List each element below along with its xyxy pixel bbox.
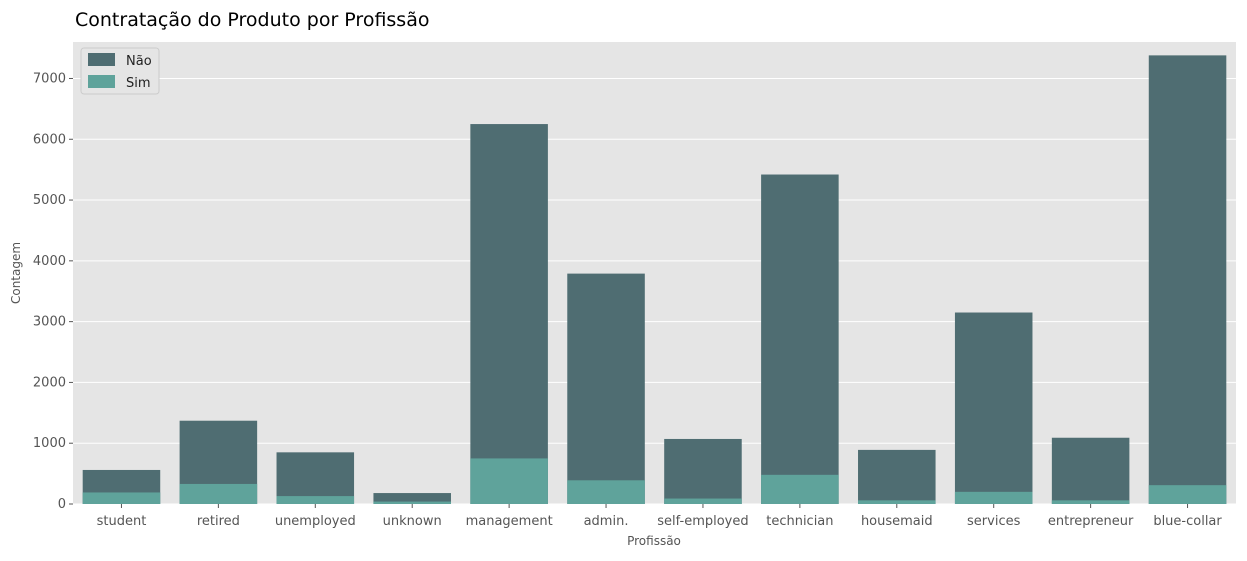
bar-nao-services: [954, 312, 1033, 504]
x-tick-label: management: [466, 514, 553, 529]
y-tick-label: 4000: [33, 254, 66, 269]
legend-label-nao: Não: [126, 54, 152, 69]
bar-nao-technician: [761, 174, 839, 504]
x-tick-label: blue-collar: [1153, 514, 1222, 529]
bar-nao-management: [470, 124, 548, 504]
bar-sim-technician: [761, 474, 839, 504]
bar-sim-retired: [179, 483, 258, 504]
x-tick-label: technician: [766, 514, 833, 529]
y-tick-label: 5000: [33, 193, 66, 208]
bar-sim-housemaid: [858, 500, 936, 504]
x-tick-label: unemployed: [275, 514, 356, 529]
x-axis-label: Profissão: [627, 534, 681, 548]
plot-background: [73, 42, 1236, 504]
bar-sim-student: [82, 492, 161, 504]
x-tick-labels: student retired unemployed unknown managemen…: [97, 504, 1222, 529]
y-axis-label: Contagem: [9, 242, 23, 304]
bar-nao-unknown: [373, 493, 451, 504]
x-tick-label: retired: [197, 514, 240, 529]
bar-sim-management: [470, 458, 548, 504]
bar-sim-selfemployed: [664, 498, 742, 504]
bar-nao-housemaid: [858, 449, 936, 504]
bar-sim-unemployed: [276, 496, 355, 504]
bar-sim-bluecollar: [1148, 485, 1227, 504]
y-tick-label: 3000: [33, 315, 66, 330]
x-tick-label: student: [97, 514, 147, 529]
legend-swatch-sim: [88, 75, 115, 88]
x-tick-label: admin.: [584, 514, 629, 529]
y-tick-label: 6000: [33, 132, 66, 147]
gridlines: [73, 77, 1236, 505]
bar-nao-bluecollar: [1148, 55, 1227, 504]
bar-nao-selfemployed: [664, 438, 742, 504]
x-tick-label: services: [967, 514, 1021, 529]
y-tick-label: 2000: [33, 375, 66, 390]
y-tick-label: 0: [58, 497, 66, 512]
bar-nao-entrepreneur: [1051, 437, 1130, 504]
x-tick-label: housemaid: [861, 514, 933, 529]
bars-group: [82, 55, 1227, 504]
y-tick-label: 7000: [33, 71, 66, 86]
bar-nao-unemployed: [276, 452, 355, 504]
bar-sim-admin: [567, 480, 645, 504]
y-tick-labels: 0 1000 2000 3000 4000 5000 6000 7000: [33, 71, 73, 512]
chart-title: Contratação do Produto por Profissão: [75, 9, 429, 31]
x-tick-label: self-employed: [657, 514, 748, 529]
legend-swatch-nao: [88, 53, 115, 66]
bar-nao-admin: [567, 273, 645, 504]
x-tick-label: entrepreneur: [1048, 514, 1134, 529]
bar-sim-unknown: [373, 501, 451, 504]
y-tick-label: 1000: [33, 436, 66, 451]
bar-sim-services: [954, 491, 1033, 504]
bar-sim-entrepreneur: [1051, 500, 1130, 504]
x-tick-label: unknown: [383, 514, 442, 529]
legend: Não Sim: [80, 47, 160, 95]
legend-label-sim: Sim: [126, 76, 151, 91]
